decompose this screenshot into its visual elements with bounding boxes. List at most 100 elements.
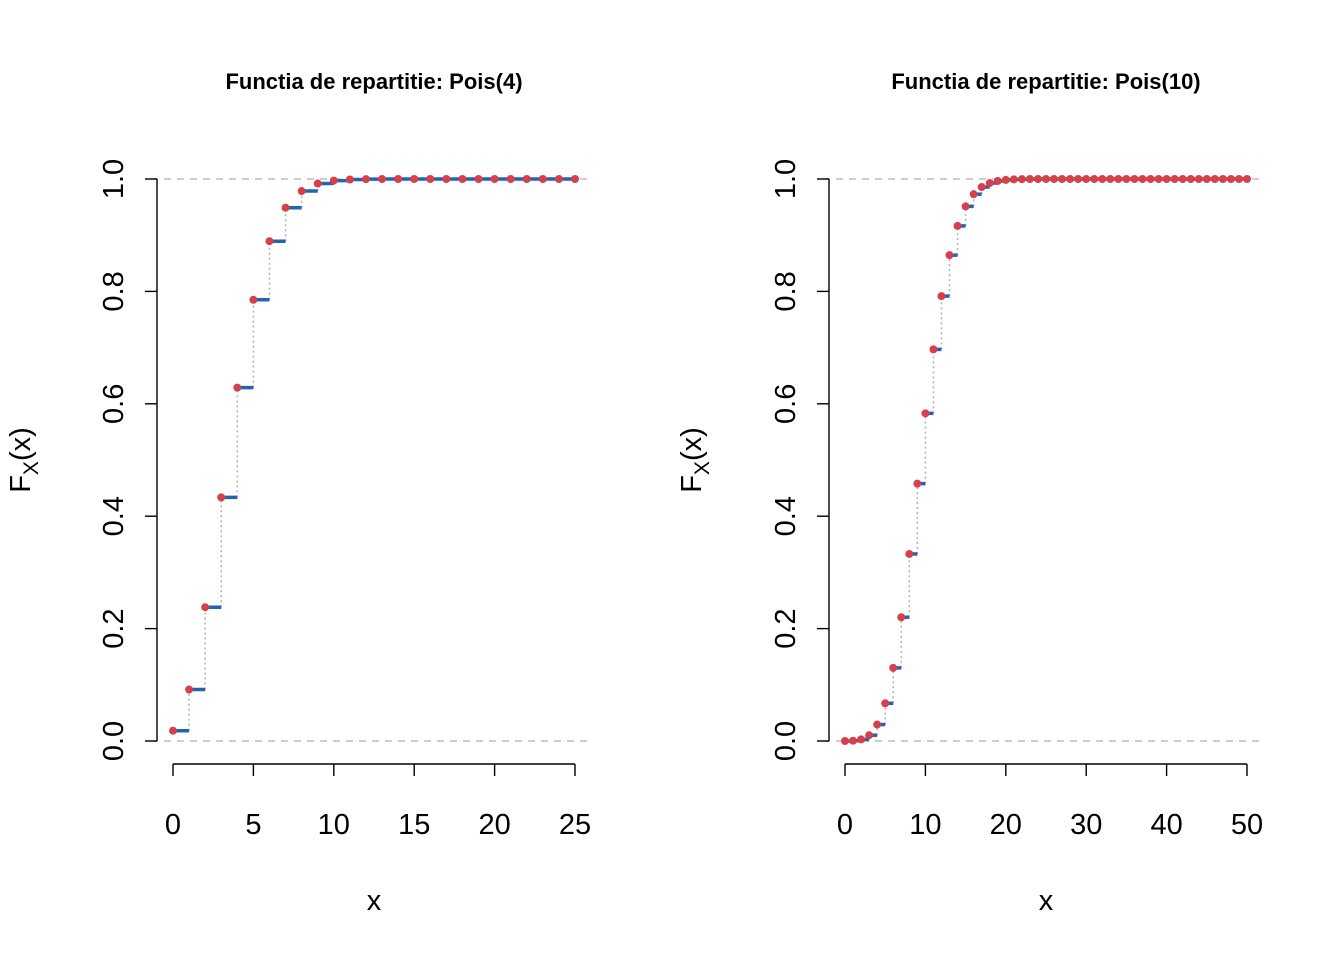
data-point: [1202, 175, 1211, 183]
data-point: [1138, 175, 1147, 183]
data-point: [1178, 175, 1187, 183]
data-point: [889, 663, 898, 672]
data-point: [1243, 175, 1251, 183]
data-point: [921, 409, 930, 418]
data-point: [442, 175, 451, 183]
x-axis-label: x: [1039, 885, 1054, 917]
plot-area: 0.0 0.2 0.4 0.6 0.8 1.0 0 10 20 30 40 50: [770, 159, 1265, 841]
data-point: [506, 175, 515, 183]
y-tick-label: 0.2: [98, 608, 130, 648]
x-tick-label: 20: [478, 809, 510, 841]
data-point: [1186, 175, 1195, 183]
data-point: [201, 603, 210, 612]
data-point: [522, 175, 531, 183]
data-point: [1009, 175, 1018, 184]
data-point: [217, 493, 226, 502]
data-point: [1210, 175, 1219, 183]
y-tick-label: 0.8: [770, 271, 802, 311]
y-tick-label: 0.8: [98, 271, 130, 311]
data-point: [169, 726, 177, 735]
data-point: [993, 176, 1002, 185]
data-point: [297, 187, 306, 196]
data-point: [1122, 175, 1131, 183]
data-point: [849, 736, 858, 745]
y-tick-label: 0.4: [770, 496, 802, 536]
data-point: [1050, 175, 1059, 183]
data-point: [953, 221, 962, 230]
data-point: [1226, 175, 1235, 183]
data-point: [1066, 175, 1075, 183]
data-point: [1194, 175, 1203, 183]
x-tick-label: 25: [559, 809, 591, 841]
data-point: [873, 720, 882, 729]
x-tick-label: 10: [909, 809, 941, 841]
data-point: [1025, 175, 1034, 184]
data-point: [1114, 175, 1123, 183]
data-point: [571, 175, 579, 183]
data-point: [1098, 175, 1107, 183]
data-point: [1058, 175, 1067, 183]
x-tick-label: 50: [1231, 809, 1263, 841]
y-tick-label: 1.0: [98, 159, 130, 199]
data-point: [865, 731, 874, 740]
data-point: [977, 183, 986, 192]
data-point: [458, 175, 467, 183]
chart-title: Functia de repartitie: Pois(4): [225, 69, 522, 94]
data-point: [1090, 175, 1099, 183]
y-tick-label: 0.4: [98, 496, 130, 536]
data-point: [1146, 175, 1155, 183]
data-point: [1218, 175, 1227, 183]
data-point: [490, 175, 499, 183]
data-point: [313, 179, 322, 188]
data-point: [1234, 175, 1243, 183]
y-axis-label: FX(x): [676, 427, 714, 493]
data-point: [841, 737, 849, 745]
data-point: [1033, 175, 1042, 183]
data-point: [937, 292, 946, 301]
x-tick-label: 15: [398, 809, 430, 841]
data-point: [1170, 175, 1179, 183]
data-point: [249, 295, 258, 304]
data-point: [1154, 175, 1163, 183]
x-tick-label: 0: [837, 809, 853, 841]
plot-area: 0.0 0.2 0.4 0.6 0.8 1.0 0 5 10 15 20 25: [98, 159, 593, 841]
chart-title: Functia de repartitie: Pois(10): [891, 69, 1200, 94]
y-axis-label: FX(x): [5, 427, 43, 493]
data-point: [913, 479, 922, 488]
data-point: [538, 175, 547, 183]
x-tick-label: 10: [318, 809, 350, 841]
data-point: [281, 203, 290, 212]
cdf-panel-pois4: Functia de repartitie: Pois(4) x FX(x) 0…: [5, 69, 593, 917]
data-point: [1162, 175, 1171, 183]
data-point: [1082, 175, 1091, 183]
cdf-panel-pois10: Functia de repartitie: Pois(10) x FX(x) …: [676, 69, 1265, 917]
data-point: [985, 179, 994, 188]
data-point: [233, 383, 242, 392]
data-point: [857, 735, 866, 744]
data-point: [945, 251, 954, 260]
y-tick-label: 1.0: [770, 159, 802, 199]
data-point: [881, 699, 890, 708]
x-tick-label: 0: [165, 809, 181, 841]
data-point: [1130, 175, 1139, 183]
data-point: [1042, 175, 1050, 183]
data-point: [329, 176, 338, 185]
data-point: [1074, 175, 1083, 183]
data-point: [426, 175, 435, 183]
y-tick-label: 0.0: [770, 721, 802, 761]
data-point: [474, 175, 483, 183]
data-point: [345, 175, 354, 184]
x-tick-label: 30: [1070, 809, 1102, 841]
data-point: [394, 175, 403, 183]
y-tick-label: 0.6: [770, 384, 802, 424]
data-point: [905, 549, 914, 558]
data-point: [897, 613, 906, 622]
data-point: [1017, 175, 1026, 184]
y-tick-label: 0.2: [770, 608, 802, 648]
data-point: [185, 685, 194, 694]
x-tick-label: 5: [245, 809, 261, 841]
data-point: [361, 175, 370, 184]
data-point: [1001, 175, 1010, 184]
data-point: [554, 175, 563, 183]
